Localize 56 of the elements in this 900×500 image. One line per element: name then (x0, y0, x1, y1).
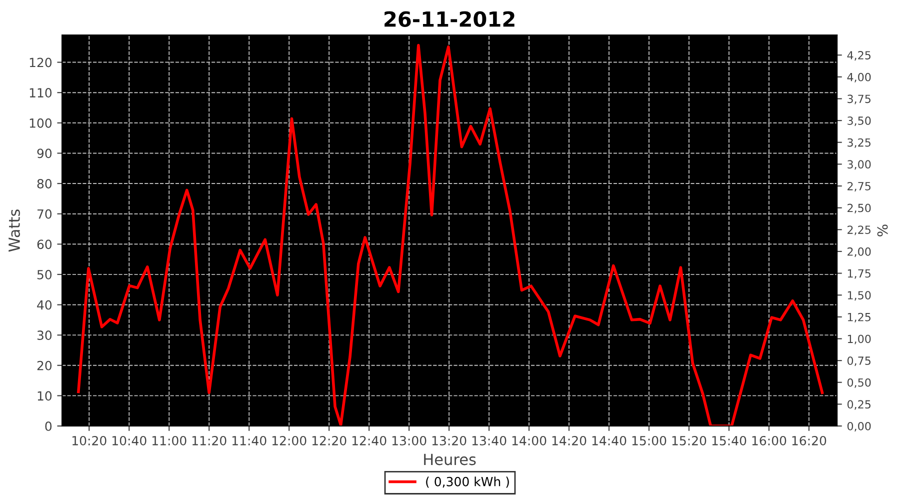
y-tick-label: 100 (30, 118, 52, 128)
legend-label: ( 0,300 kWh ) (426, 476, 509, 488)
y2-tick-label: 0,50 (847, 378, 871, 388)
x-tick-label: 11:20 (192, 436, 226, 446)
y2-tick-label: 0,00 (847, 422, 871, 432)
y-tick-label: 30 (37, 330, 52, 340)
y2-tick-label: 3,25 (848, 138, 870, 148)
y2-tick-label: 1,75 (848, 269, 870, 279)
x-tick-label: 10:40 (112, 436, 146, 446)
y-tick-label: 40 (37, 300, 52, 310)
y2-tick-label: 3,00 (848, 160, 871, 170)
y2-tick-label: 3,50 (848, 116, 871, 126)
x-tick-label: 14:40 (592, 436, 626, 446)
x-tick-label: 15:20 (672, 436, 706, 446)
y-tick-label: 0 (45, 421, 52, 431)
y2-tick-label: 4,00 (847, 72, 871, 82)
y2-tick-label: 3,75 (848, 94, 870, 104)
line-series (77, 44, 824, 426)
x-tick-label: 16:00 (752, 436, 786, 446)
y-tick-label: 20 (37, 360, 52, 370)
y2-tick-label: 2,50 (848, 204, 871, 214)
y-axis-title: Watts (8, 210, 20, 252)
x-tick-label: 13:20 (432, 436, 466, 446)
y2-tick-label: 1,00 (848, 334, 871, 344)
y2-tick-label: 1,25 (848, 312, 870, 322)
x-tick-label: 14:00 (512, 436, 546, 446)
y2-tick-label: 1,50 (848, 291, 871, 301)
chart-title: 26-11-2012 (384, 11, 514, 27)
y-tick-label: 120 (30, 58, 52, 68)
y2-tick-label: 0,25 (847, 400, 870, 410)
y2-tick-label: 2,00 (848, 247, 871, 257)
y-tick-label: 110 (30, 88, 52, 98)
y-tick-label: 90 (37, 148, 52, 158)
y-tick-label: 60 (37, 240, 52, 250)
x-axis-title: Heures (424, 454, 476, 466)
y-tick-label: 80 (37, 178, 52, 188)
y2-tick-label: 2,25 (848, 226, 870, 236)
x-tick-label: 14:20 (552, 436, 586, 446)
y2-tick-label: 0,75 (847, 356, 870, 366)
y-tick-label: 10 (38, 391, 52, 401)
x-tick-label: 13:40 (472, 436, 506, 446)
x-tick-label: 11:00 (152, 436, 186, 446)
x-tick-label: 12:00 (272, 436, 306, 446)
x-tick-label: 12:20 (312, 436, 346, 446)
y2-tick-label: 4,25 (847, 51, 870, 61)
x-tick-label: 13:00 (392, 436, 426, 446)
x-tick-label: 15:40 (712, 436, 746, 446)
x-tick-label: 16:20 (792, 436, 826, 446)
x-tick-label: 10:20 (72, 436, 106, 446)
x-tick-label: 11:40 (232, 436, 266, 446)
x-tick-label: 15:00 (632, 436, 666, 446)
y-tick-label: 70 (37, 209, 52, 219)
x-tick-label: 12:40 (352, 436, 386, 446)
y-tick-label: 50 (37, 270, 52, 280)
y2-axis-title: % (877, 224, 888, 236)
y2-tick-label: 2,75 (848, 182, 870, 192)
